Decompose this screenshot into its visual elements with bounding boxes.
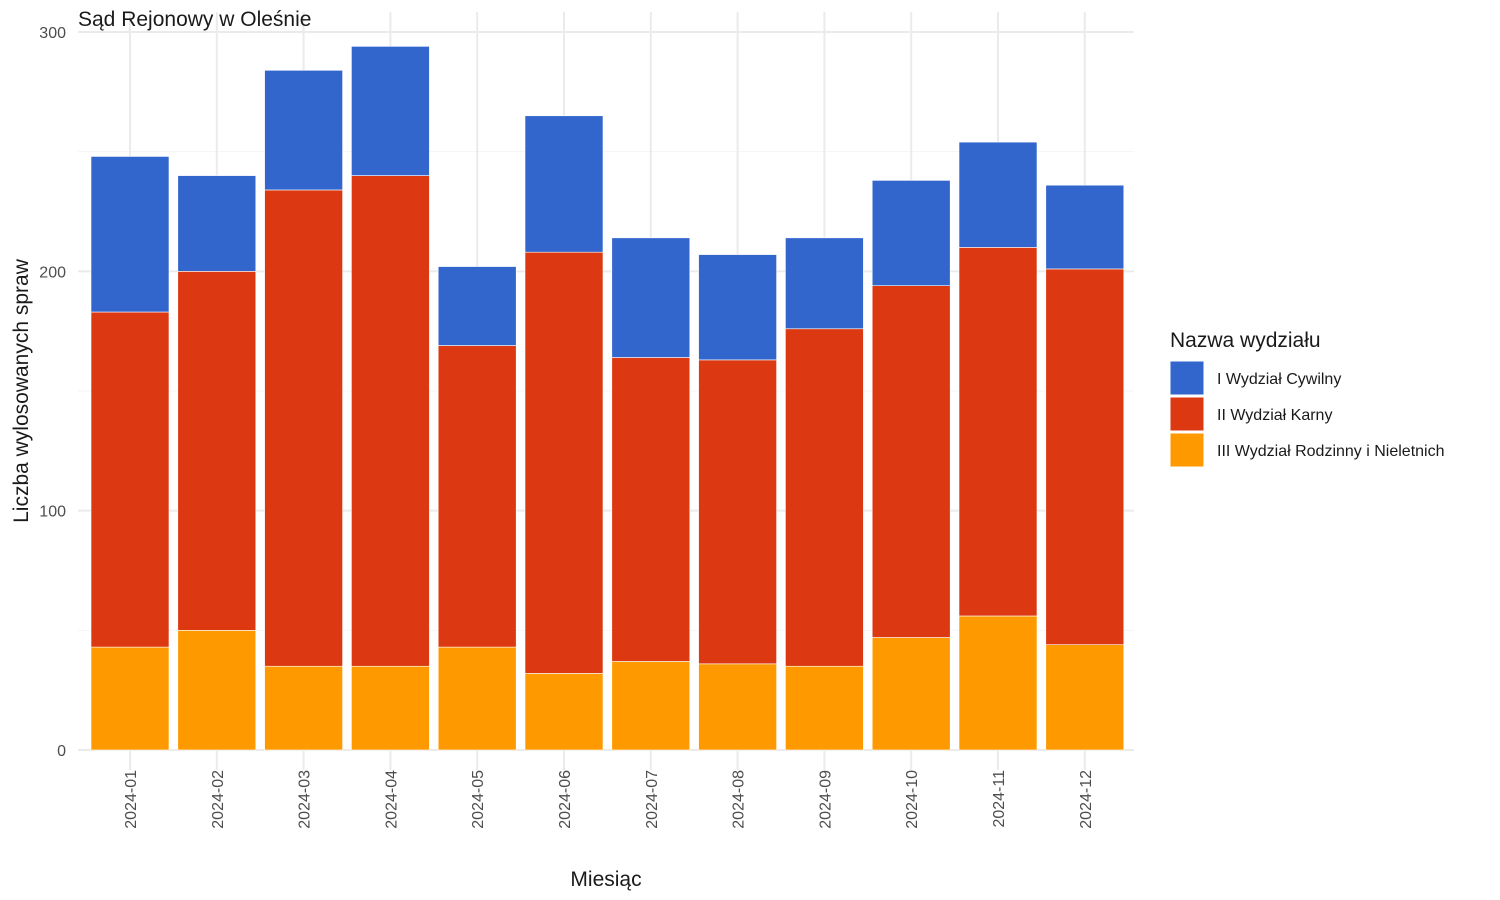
bar-segment: [785, 328, 864, 667]
bar-segment: [698, 359, 777, 665]
legend-label: II Wydział Karny: [1217, 407, 1332, 424]
x-tick-label: 2024-08: [731, 770, 748, 829]
x-tick-label: 2024-07: [644, 770, 661, 829]
bar-segment: [351, 175, 430, 667]
x-tick-label: 2024-02: [210, 770, 227, 829]
y-axis-ticks: 0 100 200 300: [39, 25, 66, 760]
bar-segment: [1045, 268, 1125, 645]
bar-segment: [611, 357, 691, 662]
chart-title: Sąd Rejonowy w Oleśnie: [78, 8, 311, 31]
x-axis-ticks: 2024-01 2024-02 2024-03 2024-04 2024-05 2024-…: [123, 770, 1095, 829]
y-tick-label: 200: [39, 264, 66, 281]
bar-segment: [437, 345, 517, 648]
bar-segment: [90, 156, 170, 313]
bar-segment: [698, 663, 777, 751]
bar-segment: [698, 254, 777, 361]
bar-segment: [871, 180, 951, 286]
bar-segment: [958, 141, 1038, 248]
bars: [90, 46, 1125, 751]
bar-segment: [90, 646, 170, 751]
bar-segment: [90, 311, 170, 648]
legend-label: I Wydział Cywilny: [1217, 371, 1341, 388]
bar-segment: [437, 266, 517, 346]
bar-segment: [264, 69, 343, 191]
x-tick-label: 2024-11: [991, 770, 1008, 828]
bar-segment: [611, 237, 691, 358]
bar-segment: [177, 630, 257, 751]
x-tick-label: 2024-06: [557, 770, 574, 829]
x-tick-label: 2024-04: [383, 770, 400, 829]
x-tick-label: 2024-12: [1078, 770, 1095, 829]
bar-segment: [958, 247, 1038, 617]
y-tick-label: 0: [57, 743, 66, 760]
y-tick-label: 100: [39, 504, 66, 521]
bar-segment: [177, 175, 257, 272]
x-tick-label: 2024-10: [904, 770, 921, 829]
bar-segment: [524, 251, 604, 674]
bar-segment: [437, 646, 517, 751]
bar-segment: [611, 661, 691, 751]
bar-segment: [524, 673, 604, 751]
legend-swatch: [1169, 396, 1205, 432]
legend-swatch: [1169, 432, 1205, 468]
bar-segment: [958, 615, 1038, 751]
x-tick-label: 2024-09: [817, 770, 834, 829]
bar-segment: [524, 115, 604, 253]
y-tick-label: 300: [39, 25, 66, 42]
legend-swatch: [1169, 360, 1205, 396]
bar-segment: [871, 285, 951, 638]
x-tick-label: 2024-01: [123, 770, 140, 829]
bar-segment: [785, 237, 864, 330]
bar-segment: [351, 46, 430, 176]
legend-label: III Wydział Rodzinny i Nieletnich: [1217, 443, 1445, 460]
bar-segment: [871, 637, 951, 751]
x-axis-label: Miesiąc: [570, 868, 641, 891]
bar-segment: [1045, 644, 1125, 751]
legend-title: Nazwa wydziału: [1170, 329, 1321, 352]
bar-segment: [1045, 184, 1125, 270]
x-tick-label: 2024-03: [297, 770, 314, 829]
bar-segment: [264, 665, 343, 751]
bar-segment: [785, 665, 864, 751]
bar-segment: [351, 665, 430, 751]
legend: Nazwa wydziału I Wydział Cywilny II Wydzi…: [1169, 329, 1445, 468]
bar-segment: [177, 271, 257, 631]
y-axis-label: Liczba wylosowanych spraw: [10, 258, 33, 523]
bar-segment: [264, 189, 343, 667]
x-tick-label: 2024-05: [470, 770, 487, 829]
